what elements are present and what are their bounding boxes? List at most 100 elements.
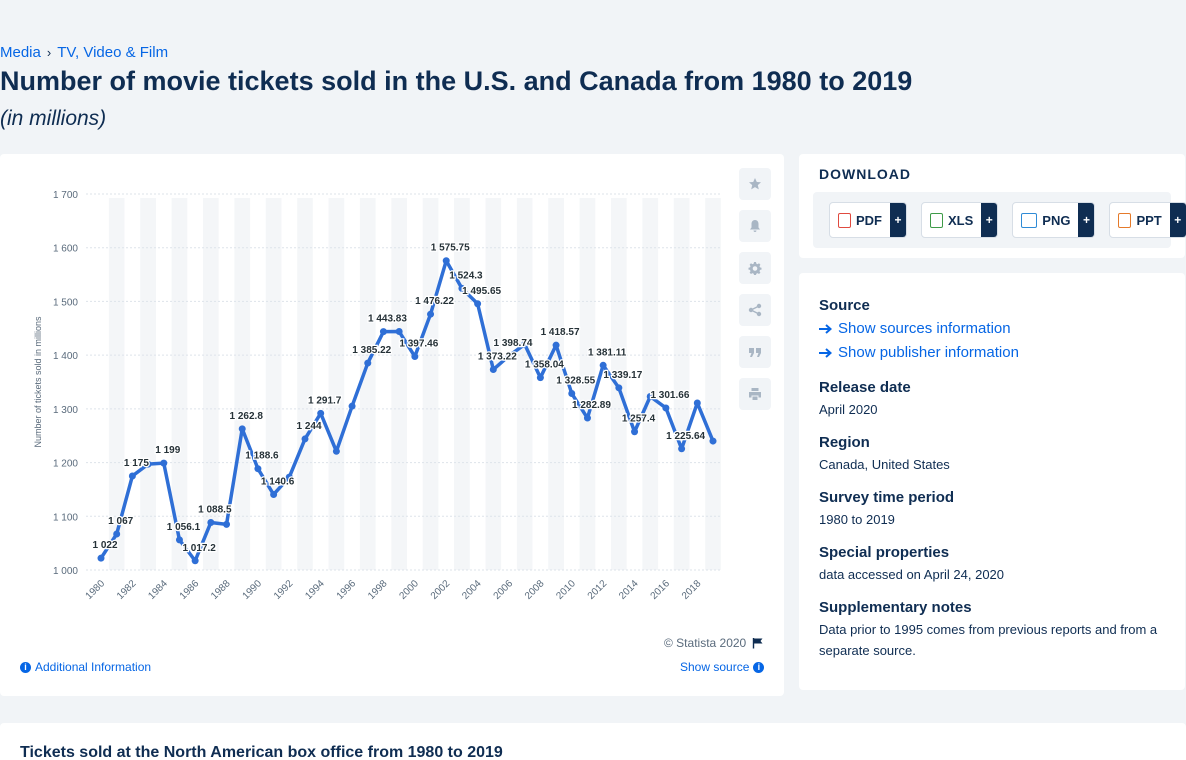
y-tick-label: 1 600 xyxy=(53,244,78,255)
column-band xyxy=(391,198,407,570)
data-point xyxy=(207,518,215,526)
column-band xyxy=(108,198,125,570)
column-band xyxy=(328,198,345,570)
quote-icon xyxy=(749,348,761,357)
additional-information-link[interactable]: i Additional Information xyxy=(20,660,151,674)
data-label: 1 257.4 xyxy=(622,414,656,425)
column-band xyxy=(516,198,533,570)
column-band xyxy=(203,198,219,570)
data-point xyxy=(521,340,529,348)
data-point xyxy=(191,557,199,565)
data-label: 1 495.65 xyxy=(462,286,501,297)
info-icon: i xyxy=(20,661,31,673)
data-label: 1 291.7 xyxy=(308,395,342,406)
data-label: 1 056.1 xyxy=(167,522,201,533)
column-band xyxy=(140,198,156,570)
ppt-file-icon xyxy=(1118,212,1132,228)
data-point xyxy=(379,328,387,336)
show-source-label: Show source xyxy=(680,660,750,674)
y-tick-label: 1 500 xyxy=(53,297,78,308)
data-point xyxy=(693,399,701,407)
x-tick-label: 1986 xyxy=(178,578,202,602)
download-xls-button[interactable]: XLS + xyxy=(921,202,999,238)
column-band xyxy=(673,198,690,570)
chart-toolbar xyxy=(739,168,771,410)
show-publisher-link[interactable]: Show publisher information xyxy=(819,344,1019,361)
data-point xyxy=(317,409,325,417)
related-statistic-title[interactable]: Tickets sold at the North American box o… xyxy=(20,744,503,760)
x-tick-label: 1990 xyxy=(241,578,265,602)
data-point xyxy=(285,473,293,481)
x-tick-label: 1980 xyxy=(84,578,108,602)
data-label: 1 397.46 xyxy=(399,339,438,350)
data-point xyxy=(364,359,372,367)
x-tick-label: 1992 xyxy=(272,578,296,602)
additional-information-label: Additional Information xyxy=(35,660,152,674)
y-tick-label: 1 300 xyxy=(53,405,78,416)
data-label: 1 373.22 xyxy=(478,352,517,363)
special-properties-value: data accessed on April 24, 2020 xyxy=(819,567,1005,582)
data-label: 1 225.64 xyxy=(666,431,705,442)
breadcrumb-link-media[interactable]: Media xyxy=(0,44,41,61)
column-band xyxy=(642,198,659,570)
data-label: 1 199 xyxy=(155,445,180,456)
x-tick-label: 1984 xyxy=(146,578,170,602)
gear-icon xyxy=(748,262,762,275)
column-band xyxy=(485,198,502,570)
data-point xyxy=(223,520,231,528)
x-tick-label: 2018 xyxy=(680,578,704,602)
download-png-button[interactable]: PNG + xyxy=(1012,202,1096,238)
copyright-text: © Statista 2020 xyxy=(664,636,747,650)
download-ppt-button[interactable]: PPT + xyxy=(1109,202,1186,238)
data-point xyxy=(599,361,607,369)
data-point xyxy=(270,490,278,498)
download-pdf-button[interactable]: PDF + xyxy=(829,202,907,238)
x-tick-label: 2012 xyxy=(586,578,610,602)
y-tick-label: 1 100 xyxy=(53,512,78,523)
x-tick-label: 1982 xyxy=(115,578,139,602)
y-axis-label: Number of tickets sold in millions xyxy=(33,316,43,448)
column-band xyxy=(422,198,439,570)
data-label: 1 022 xyxy=(92,540,117,551)
notification-button[interactable] xyxy=(739,210,771,242)
show-sources-link[interactable]: Show sources information xyxy=(819,320,1011,337)
cite-button[interactable] xyxy=(739,336,771,368)
show-source-link[interactable]: Show source i xyxy=(680,660,765,674)
png-file-icon xyxy=(1021,212,1038,228)
data-point xyxy=(474,300,482,308)
arrow-right-icon xyxy=(819,323,832,334)
favorite-button[interactable] xyxy=(739,168,771,200)
download-title: DOWNLOAD xyxy=(819,166,911,182)
data-point xyxy=(128,472,136,480)
settings-button[interactable] xyxy=(739,252,771,284)
breadcrumb-link-tv-video-film[interactable]: TV, Video & Film xyxy=(57,44,169,61)
y-tick-label: 1 000 xyxy=(53,566,78,577)
data-label: 1 262.8 xyxy=(230,411,264,422)
flag-icon[interactable] xyxy=(752,637,764,649)
data-point xyxy=(301,435,309,443)
column-band xyxy=(454,198,470,570)
x-tick-label: 1994 xyxy=(303,578,327,602)
data-label: 1 339.17 xyxy=(603,370,642,381)
print-icon xyxy=(749,388,761,400)
data-point xyxy=(458,284,466,292)
share-button[interactable] xyxy=(739,294,771,326)
plus-icon: + xyxy=(890,203,906,237)
data-label: 1 244 xyxy=(296,421,321,432)
supplementary-notes-heading: Supplementary notes xyxy=(819,599,972,616)
data-point xyxy=(427,310,435,318)
page-title: Number of movie tickets sold in the U.S.… xyxy=(0,66,913,96)
share-icon xyxy=(748,303,762,317)
data-point xyxy=(646,393,654,401)
special-properties-heading: Special properties xyxy=(819,544,950,561)
download-buttons: PDF + XLS + PNG + PPT + xyxy=(813,192,1186,248)
data-point xyxy=(631,428,639,436)
column-band xyxy=(265,198,282,570)
column-band xyxy=(297,198,313,570)
data-point xyxy=(678,445,686,453)
line-chart: 1 000 1 100 1 200 1 300 1 400 1 500 1 600 1 700… xyxy=(33,190,721,602)
y-tick-label: 1 200 xyxy=(53,459,78,470)
source-heading: Source xyxy=(819,297,870,314)
chevron-right-icon: › xyxy=(46,45,52,60)
print-button[interactable] xyxy=(739,378,771,410)
